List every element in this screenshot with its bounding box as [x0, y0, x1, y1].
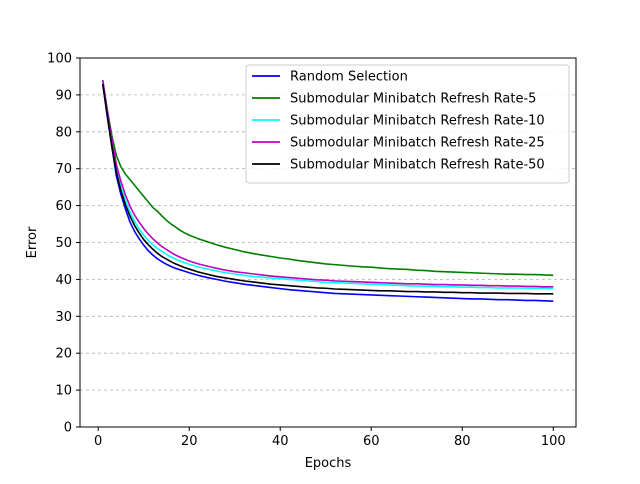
y-axis-title: Error	[25, 226, 40, 258]
y-tick-label: 50	[55, 236, 72, 251]
x-tick-label: 100	[541, 434, 566, 449]
series-line-2	[101, 80, 554, 277]
series-lines	[101, 80, 554, 302]
y-tick-label: 20	[55, 347, 72, 362]
y-tick-label: 0	[64, 421, 72, 436]
y-tick-label: 40	[55, 273, 72, 288]
y-tick-label: 90	[55, 88, 72, 103]
x-tick-label: 80	[454, 434, 471, 449]
y-tick-label: 10	[55, 384, 72, 399]
y-tick-label: 30	[55, 310, 72, 325]
x-tick-label: 40	[272, 434, 289, 449]
legend-label: Random Selection	[290, 70, 408, 85]
y-tick-label: 60	[55, 199, 72, 214]
series-line-4	[101, 80, 554, 288]
series-line-1	[101, 83, 554, 302]
x-tick-label: 20	[181, 434, 198, 449]
y-tick-label: 70	[55, 162, 72, 177]
legend-label: Submodular Minibatch Refresh Rate-25	[290, 136, 545, 151]
x-tick-label: 0	[94, 434, 102, 449]
series-line-5	[101, 83, 554, 295]
y-tick-label: 80	[55, 125, 72, 140]
legend: Random Selection Submodular Minibatch Ref…	[245, 64, 570, 184]
series-line-3	[101, 80, 554, 290]
legend-label: Submodular Minibatch Refresh Rate-5	[290, 92, 536, 107]
axis-ticks: 0 10 20 30 40 50 60 70 80 90 100 0 20 40 60 80 100	[47, 52, 565, 450]
legend-box	[245, 64, 570, 184]
y-tick-label: 100	[47, 52, 72, 67]
legend-label: Submodular Minibatch Refresh Rate-50	[290, 158, 545, 173]
legend-label: Submodular Minibatch Refresh Rate-10	[290, 114, 545, 129]
x-tick-label: 60	[363, 434, 380, 449]
x-axis-title: Epochs	[305, 456, 352, 471]
